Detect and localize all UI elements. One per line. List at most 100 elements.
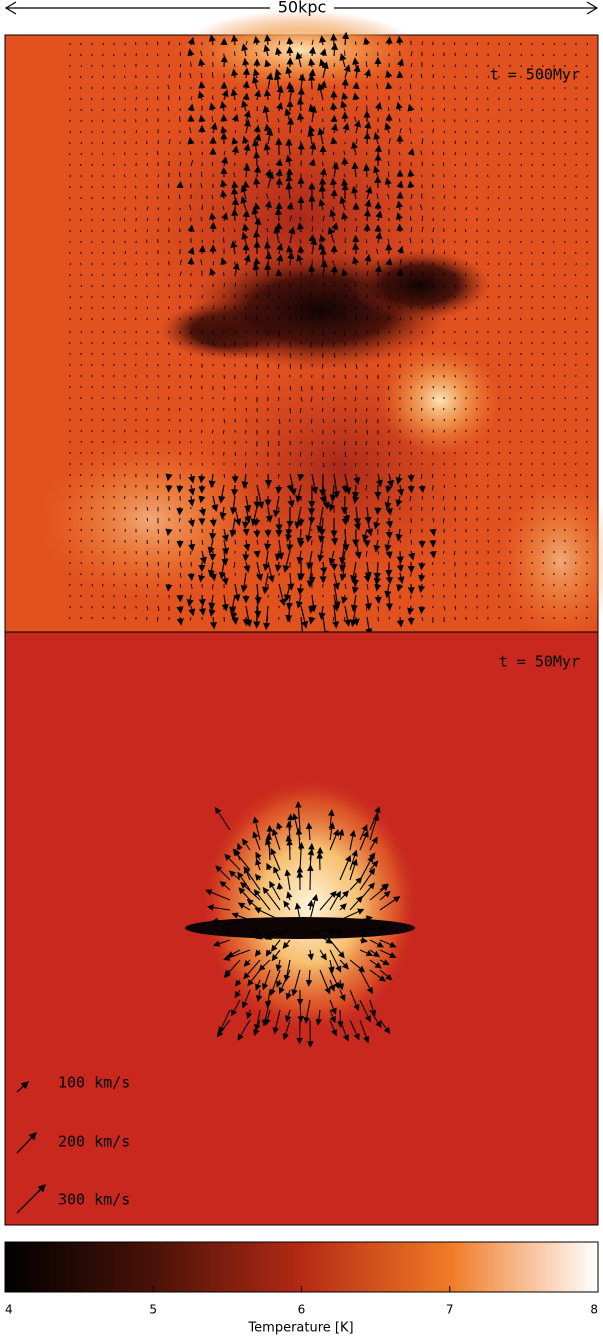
velocity-arrow <box>464 86 467 90</box>
velocity-arrow <box>275 959 283 972</box>
velocity-arrow <box>387 462 390 467</box>
velocity-arrow <box>333 352 336 358</box>
velocity-arrow <box>385 484 393 494</box>
velocity-arrow <box>198 572 206 583</box>
velocity-arrow <box>262 550 270 572</box>
velocity-arrow <box>287 495 295 508</box>
velocity-arrow <box>234 282 236 288</box>
velocity-arrow <box>286 36 294 46</box>
velocity-arrow <box>329 949 342 973</box>
velocity-arrow <box>242 517 250 530</box>
velocity-arrow <box>209 517 217 528</box>
velocity-arrow <box>421 407 423 411</box>
velocity-arrow <box>297 999 304 1023</box>
velocity-arrow <box>351 161 359 178</box>
velocity-arrow <box>179 271 182 277</box>
velocity-arrow <box>443 195 446 200</box>
velocity-arrow <box>256 616 259 621</box>
velocity-arrow <box>277 407 280 411</box>
velocity-arrow <box>454 495 456 501</box>
velocity-arrow <box>278 969 291 995</box>
velocity-arrow <box>396 200 404 211</box>
velocity-arrow <box>385 594 394 611</box>
velocity-arrow <box>276 822 283 831</box>
velocity-arrow <box>337 828 345 841</box>
velocity-arrow <box>80 284 83 288</box>
colorbar <box>4 1241 599 1293</box>
velocity-arrow <box>421 616 424 621</box>
velocity-arrow <box>321 107 324 112</box>
velocity-arrow <box>332 616 335 621</box>
velocity-arrow <box>384 583 392 599</box>
velocity-arrow <box>476 273 478 277</box>
velocity-arrow <box>349 895 363 911</box>
velocity-arrow <box>101 141 104 145</box>
velocity-arrow <box>223 352 226 357</box>
velocity-arrow <box>124 594 127 598</box>
velocity-arrow <box>487 75 490 79</box>
velocity-arrow <box>311 462 313 466</box>
velocity-arrow <box>321 229 324 233</box>
velocity-arrow <box>379 969 393 981</box>
velocity-arrow <box>285 1009 292 1023</box>
velocity-arrow <box>233 561 236 568</box>
velocity-arrow <box>329 484 337 502</box>
velocity-arrow <box>222 495 225 499</box>
panel-500myr: t = 500Myr <box>4 10 603 641</box>
velocity-arrow <box>379 890 391 901</box>
velocity-arrow <box>376 248 379 255</box>
velocity-arrow <box>146 594 148 598</box>
velocity-arrow <box>190 440 192 444</box>
velocity-arrow <box>377 283 380 288</box>
velocity-arrow <box>267 440 270 447</box>
velocity-arrow <box>399 316 402 321</box>
velocity-arrow <box>333 330 336 335</box>
velocity-arrow <box>564 262 567 266</box>
velocity-arrow <box>255 341 258 347</box>
velocity-arrow <box>310 418 313 424</box>
velocity-arrow <box>306 550 314 570</box>
velocity-arrow <box>364 121 372 134</box>
velocity-arrow <box>397 58 404 68</box>
velocity-arrow <box>198 495 206 504</box>
velocity-arrow <box>219 100 227 112</box>
velocity-arrow <box>287 813 294 831</box>
velocity-arrow <box>135 174 137 178</box>
velocity-arrow <box>285 154 293 167</box>
velocity-arrow <box>465 473 467 477</box>
velocity-arrow <box>276 242 284 255</box>
velocity-arrow <box>212 261 215 266</box>
velocity-arrow <box>189 127 192 134</box>
velocity-arrow <box>337 1009 344 1028</box>
velocity-arrow <box>165 583 173 592</box>
velocity-arrow <box>343 173 346 178</box>
velocity-arrow <box>443 407 445 411</box>
colorbar-tick-label: 8 <box>590 1303 598 1317</box>
velocity-arrow <box>487 473 489 477</box>
velocity-arrow <box>387 161 390 167</box>
velocity-arrow <box>254 583 262 605</box>
velocity-arrow <box>135 273 138 277</box>
velocity-arrow <box>200 259 203 266</box>
velocity-arrow <box>421 86 424 90</box>
velocity-arrow <box>307 73 316 90</box>
velocity-arrow <box>285 605 293 623</box>
velocity-arrow <box>443 250 446 255</box>
velocity-arrow <box>498 53 500 57</box>
velocity-arrow <box>317 127 325 145</box>
velocity-arrow <box>355 106 358 112</box>
velocity-arrow <box>431 238 434 244</box>
velocity-arrow <box>311 473 319 495</box>
velocity-arrow <box>69 262 72 266</box>
velocity-arrow <box>200 171 203 178</box>
velocity-arrow <box>209 212 217 222</box>
velocity-arrow <box>220 156 229 167</box>
velocity-arrow <box>420 73 423 79</box>
velocity-arrow <box>375 473 383 488</box>
velocity-arrow <box>332 260 335 266</box>
velocity-arrow <box>365 550 368 557</box>
velocity-arrow <box>231 145 239 156</box>
velocity-arrow <box>277 473 280 479</box>
velocity-arrow <box>399 295 401 299</box>
velocity-arrow <box>286 484 294 493</box>
